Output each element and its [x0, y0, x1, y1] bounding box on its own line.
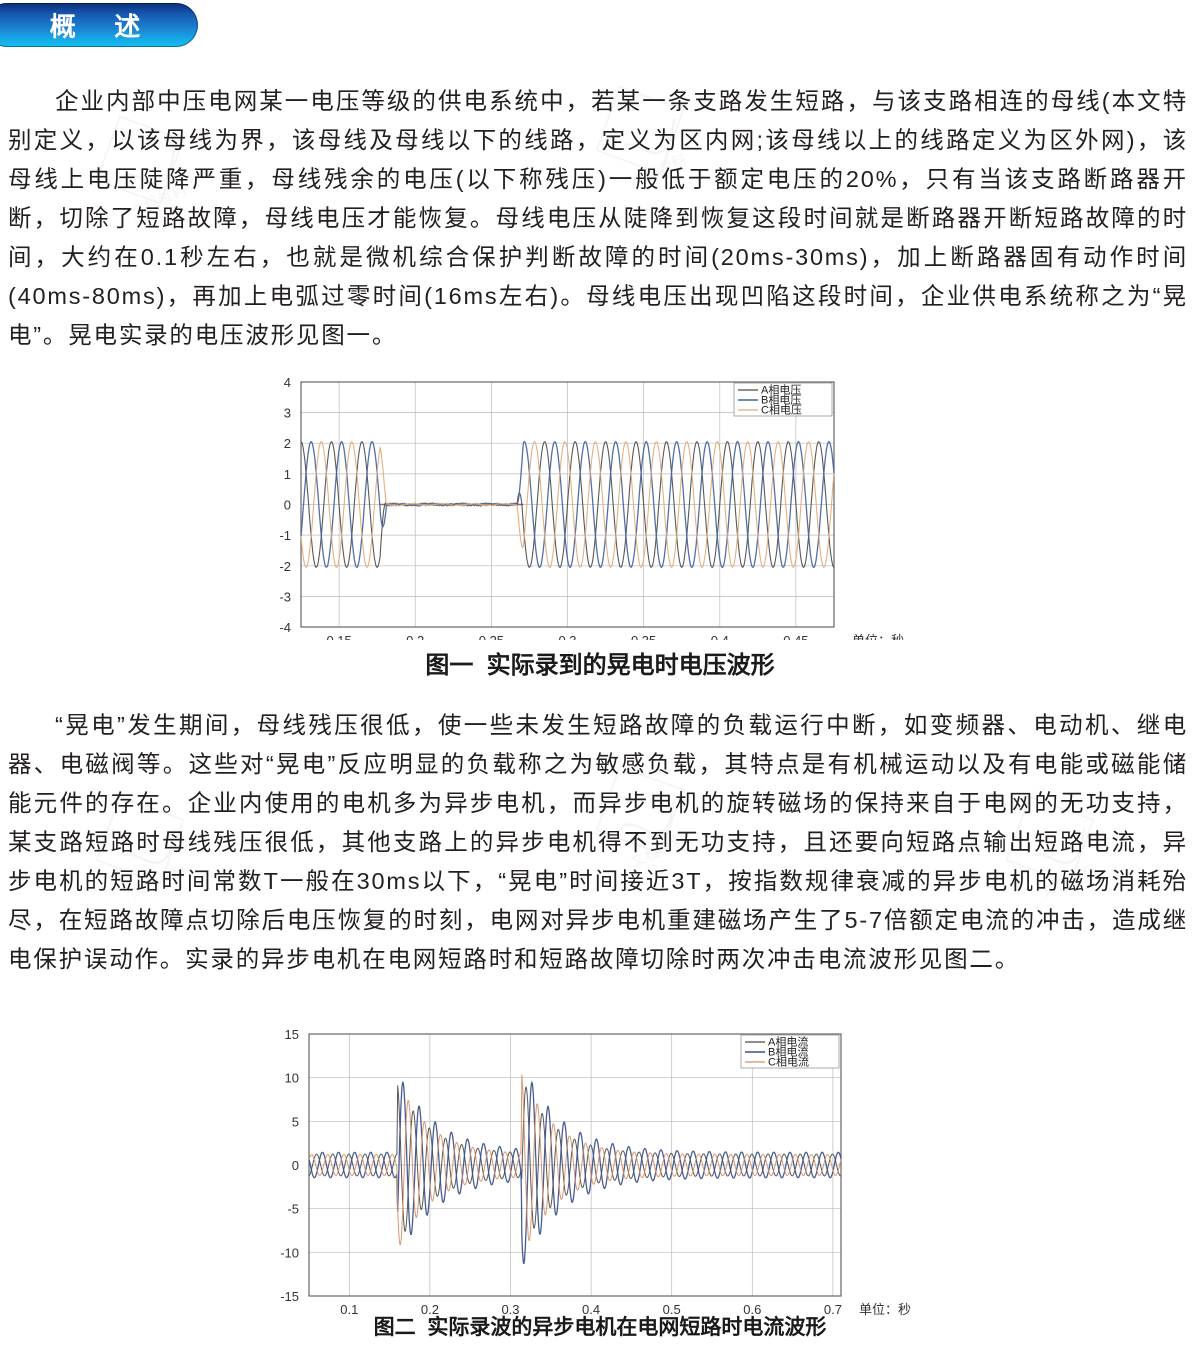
- svg-text:-2: -2: [279, 559, 291, 574]
- svg-text:0.2: 0.2: [406, 633, 424, 640]
- svg-text:0.3: 0.3: [558, 633, 576, 640]
- svg-text:0.35: 0.35: [631, 633, 656, 640]
- svg-text:0.4: 0.4: [711, 633, 729, 640]
- svg-text:4: 4: [284, 375, 291, 390]
- svg-text:C相电压: C相电压: [761, 404, 802, 417]
- svg-text:15: 15: [285, 1027, 299, 1042]
- svg-text:-10: -10: [280, 1245, 299, 1260]
- svg-text:2: 2: [284, 436, 291, 451]
- svg-text:10: 10: [285, 1071, 299, 1086]
- svg-text:0: 0: [292, 1158, 299, 1173]
- svg-text:0.15: 0.15: [326, 633, 351, 640]
- svg-text:1: 1: [284, 467, 291, 482]
- svg-text:5: 5: [292, 1114, 299, 1129]
- svg-text:单位：秒: 单位：秒: [852, 633, 904, 640]
- svg-text:3: 3: [284, 406, 291, 421]
- svg-text:0: 0: [284, 498, 291, 513]
- svg-text:0.45: 0.45: [783, 633, 808, 640]
- svg-text:-4: -4: [279, 620, 291, 635]
- svg-text:-5: -5: [287, 1202, 299, 1217]
- svg-text:-15: -15: [280, 1289, 299, 1304]
- svg-text:-3: -3: [279, 589, 291, 604]
- svg-text:C相电流: C相电流: [768, 1055, 809, 1069]
- svg-text:-1: -1: [279, 528, 291, 543]
- svg-text:0.25: 0.25: [479, 633, 504, 640]
